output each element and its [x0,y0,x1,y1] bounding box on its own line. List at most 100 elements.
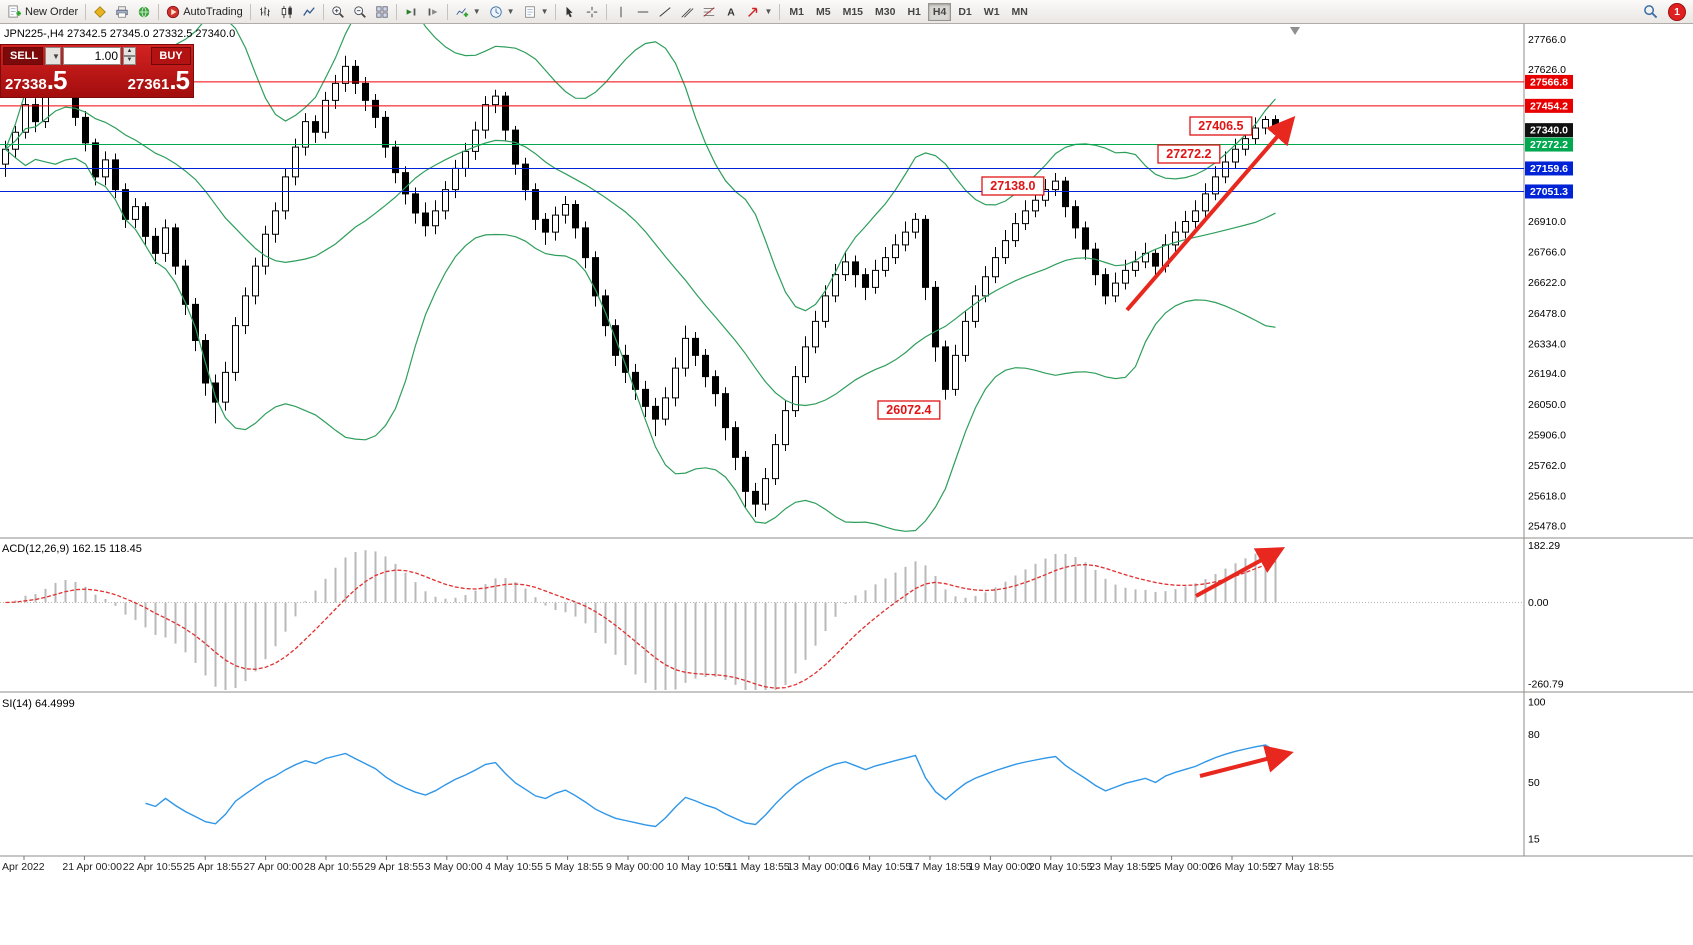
horizontal-line-button[interactable] [632,2,654,22]
new-order-icon [8,5,22,18]
sell-button[interactable]: SELL [3,47,43,65]
separator [395,3,397,20]
notification-badge[interactable]: 1 [1668,2,1686,21]
price-axis-label: 26478.0 [1528,308,1566,320]
time-axis-label: 20 May 10:55 [1029,861,1093,873]
community-button[interactable] [133,2,155,22]
volume-dropdown-button[interactable]: ▼ [45,47,61,65]
separator [446,3,448,20]
price-badge [1525,137,1573,152]
rsi-axis-label: 15 [1528,833,1540,845]
search-button[interactable] [1639,2,1662,22]
line-chart-button[interactable] [298,2,320,22]
trendline-button[interactable] [654,2,676,22]
print-button[interactable] [111,2,133,22]
price-annotation[interactable]: 26072.4 [877,400,941,420]
price-badge [1525,98,1573,113]
timeframe-m1-button[interactable]: M1 [784,3,809,21]
time-axis-label: 21 Apr 00:00 [62,861,122,873]
volume-spinner: ▲ ▼ [123,47,136,65]
price-axis-label: 27766.0 [1528,34,1566,46]
notification-count: 1 [1674,5,1680,18]
symbol-ohlc-header: JPN225-,H4 27342.5 27345.0 27332.5 27340… [4,28,236,40]
cursor-icon [566,6,574,17]
vertical-line-button[interactable] [610,2,632,22]
price-axis-label: 25618.0 [1528,491,1566,503]
zoom-out-button[interactable] [349,2,371,22]
zoom-in-button[interactable] [327,2,349,22]
price-axis-label: 26194.0 [1528,368,1566,380]
time-axis-label: 16 May 10:55 [848,861,912,873]
price-axis[interactable]: 27766.0 27626.0 26910.0 26766.0 26622.0 26478… [1525,34,1573,532]
equidistant-channel-button[interactable] [676,2,698,22]
metaeditor-icon [94,5,107,18]
timeframe-d1-button[interactable]: D1 [953,3,976,21]
bars-chart-icon [259,6,270,16]
dropdown-arrow-icon: ▼ [764,7,773,16]
time-axis-label: 5 May 18:55 [546,861,604,873]
buy-price: 27361.5 [127,65,190,95]
add-indicator-button[interactable]: ▼ [451,2,485,22]
autotrading-icon [167,5,180,18]
time-axis-label: 26 May 10:55 [1210,861,1274,873]
chart-area[interactable]: 27766.0 27626.0 26910.0 26766.0 26622.0 26478… [0,24,1693,945]
svg-text:26072.4: 26072.4 [886,403,931,417]
timeframe-w1-button[interactable]: W1 [979,3,1005,21]
price-axis-label: 26766.0 [1528,247,1566,259]
timeframe-h4-button[interactable]: H4 [927,2,952,21]
svg-text:27138.0: 27138.0 [990,179,1035,193]
timeframe-mn-button[interactable]: MN [1007,3,1033,21]
chart-canvas[interactable]: 27766.0 27626.0 26910.0 26766.0 26622.0 26478… [0,24,1693,945]
macd-indicator-label: ACD(12,26,9) 162.15 118.45 [2,543,142,555]
volume-input[interactable] [63,47,121,65]
volume-up-button[interactable]: ▲ [123,47,136,56]
arrow-styles-button[interactable]: ▼ [742,2,776,22]
main-toolbar: New Order AutoTrading ▼ ▼ ▼ [0,0,1693,24]
chart-shift-button[interactable] [422,2,444,22]
time-axis-label: 27 Apr 00:00 [244,861,304,873]
auto-scroll-button[interactable] [400,2,422,22]
new-order-button[interactable]: New Order [3,2,82,22]
price-badge-label: 27272.2 [1530,139,1568,151]
price-annotation[interactable]: 27406.5 [1189,116,1253,136]
template-button[interactable]: ▼ [519,2,553,22]
timeframe-m15-button[interactable]: M15 [838,3,868,21]
separator [85,3,87,20]
timeframe-group: M1 M5 M15 M30 H1 H4 D1 W1 MN [783,2,1033,21]
metaeditor-button[interactable] [89,2,111,22]
text-icon: A [728,6,736,18]
candles-chart-button[interactable] [276,2,298,22]
timeframe-h1-button[interactable]: H1 [902,3,925,21]
svg-text:27272.2: 27272.2 [1166,147,1211,161]
time-axis-label: 27 May 18:55 [1270,861,1334,873]
rsi-indicator-label: SI(14) 64.4999 [2,698,75,710]
text-button[interactable]: A [720,2,742,22]
rsi-line [145,744,1276,828]
time-axis-label: 10 May 10:55 [666,861,730,873]
trend-arrow-price[interactable] [1125,115,1296,312]
autotrading-button[interactable]: AutoTrading [162,2,247,22]
bars-chart-button[interactable] [254,2,276,22]
tile-windows-button[interactable] [371,2,393,22]
autotrading-label: AutoTrading [183,5,243,18]
clock-icon [489,5,502,18]
bollinger-upper-band [4,24,1276,312]
trend-arrow-rsi[interactable] [1199,745,1294,778]
volume-down-button[interactable]: ▼ [123,56,136,65]
cursor-button[interactable] [559,2,581,22]
buy-button[interactable]: BUY [151,47,191,65]
time-axis[interactable]: Apr 2022 21 Apr 00:00 22 Apr 10:55 25 Apr 1… [2,856,1334,873]
macd-axis-label: -260.79 [1528,678,1564,690]
fibonacci-button[interactable] [698,2,720,22]
chart-shift-marker[interactable] [1290,27,1300,35]
timeframe-m30-button[interactable]: M30 [870,3,900,21]
time-axis-label: 25 Apr 18:55 [183,861,243,873]
timeframe-m5-button[interactable]: M5 [811,3,836,21]
crosshair-button[interactable] [581,2,603,22]
price-annotation[interactable]: 27138.0 [981,176,1045,196]
period-button[interactable]: ▼ [485,2,519,22]
fibonacci-icon [703,6,716,17]
trend-arrow-macd[interactable] [1195,547,1286,598]
price-annotation[interactable]: 27272.2 [1157,144,1221,164]
separator [322,3,324,20]
